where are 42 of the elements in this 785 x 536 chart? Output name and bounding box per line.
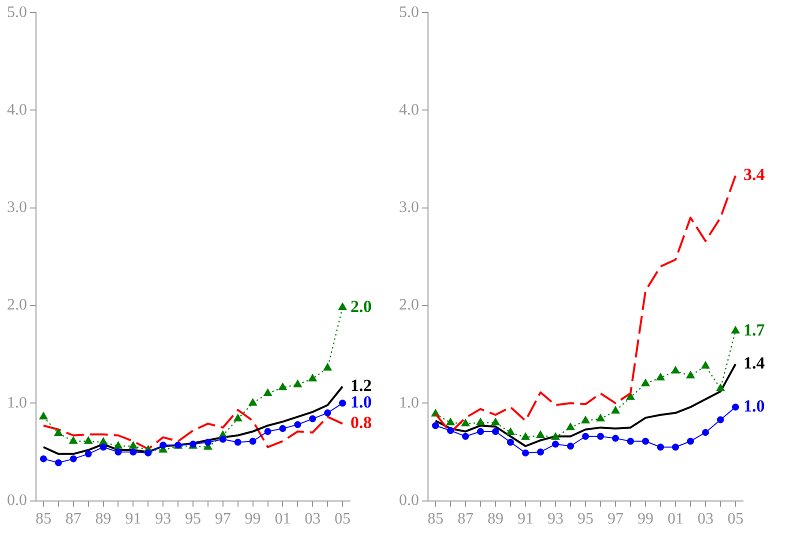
- x-tick-label: 05: [728, 510, 744, 528]
- x-tick-label: 01: [668, 510, 684, 528]
- x-tick-label: 89: [488, 510, 504, 528]
- annotation: 1.0: [744, 396, 765, 416]
- x-tick-label: 93: [155, 510, 172, 528]
- annotation: 1.2: [350, 376, 372, 395]
- annotation: 3.4: [744, 165, 766, 184]
- y-tick-label: 1.0: [399, 394, 419, 412]
- x-tick-label: 97: [214, 510, 231, 528]
- y-tick-label: 4.0: [7, 101, 27, 118]
- x-tick-label: 95: [185, 510, 201, 528]
- x-tick-label: 95: [578, 510, 594, 528]
- annotation: 1.4: [744, 353, 766, 372]
- x-tick-label: 97: [608, 510, 624, 528]
- y-tick-label: 4.0: [399, 101, 419, 118]
- x-tick-label: 99: [244, 510, 261, 528]
- x-tick-label: 85: [428, 510, 444, 528]
- x-tick-label: 87: [65, 510, 82, 528]
- y-tick-label: 5.0: [399, 4, 419, 21]
- x-tick-label: 01: [274, 510, 291, 528]
- annotation: 2.0: [350, 296, 372, 316]
- annotation: 1.0: [350, 392, 372, 412]
- y-tick-label: 2.0: [7, 296, 27, 314]
- x-tick-label: 93: [548, 510, 564, 528]
- x-tick-label: 03: [698, 510, 714, 528]
- y-tick-label: 0.0: [7, 492, 27, 510]
- annotation: 1.7: [744, 320, 766, 340]
- x-tick-label: 99: [638, 510, 654, 528]
- y-tick-label: 5.0: [7, 4, 27, 21]
- x-tick-label: 05: [334, 510, 351, 528]
- y-tick-label: 0.0: [399, 492, 419, 510]
- x-tick-label: 03: [304, 510, 321, 528]
- y-tick-label: 1.0: [7, 394, 27, 412]
- y-tick-label: 3.0: [399, 199, 419, 216]
- x-tick-label: 91: [125, 510, 142, 528]
- x-tick-label: 89: [95, 510, 112, 528]
- x-tick-label: 85: [35, 510, 52, 528]
- annotation: 0.8: [350, 413, 372, 432]
- x-tick-label: 91: [518, 510, 534, 528]
- y-tick-label: 3.0: [7, 199, 27, 216]
- x-tick-label: 87: [458, 510, 474, 528]
- y-tick-label: 2.0: [399, 296, 419, 314]
